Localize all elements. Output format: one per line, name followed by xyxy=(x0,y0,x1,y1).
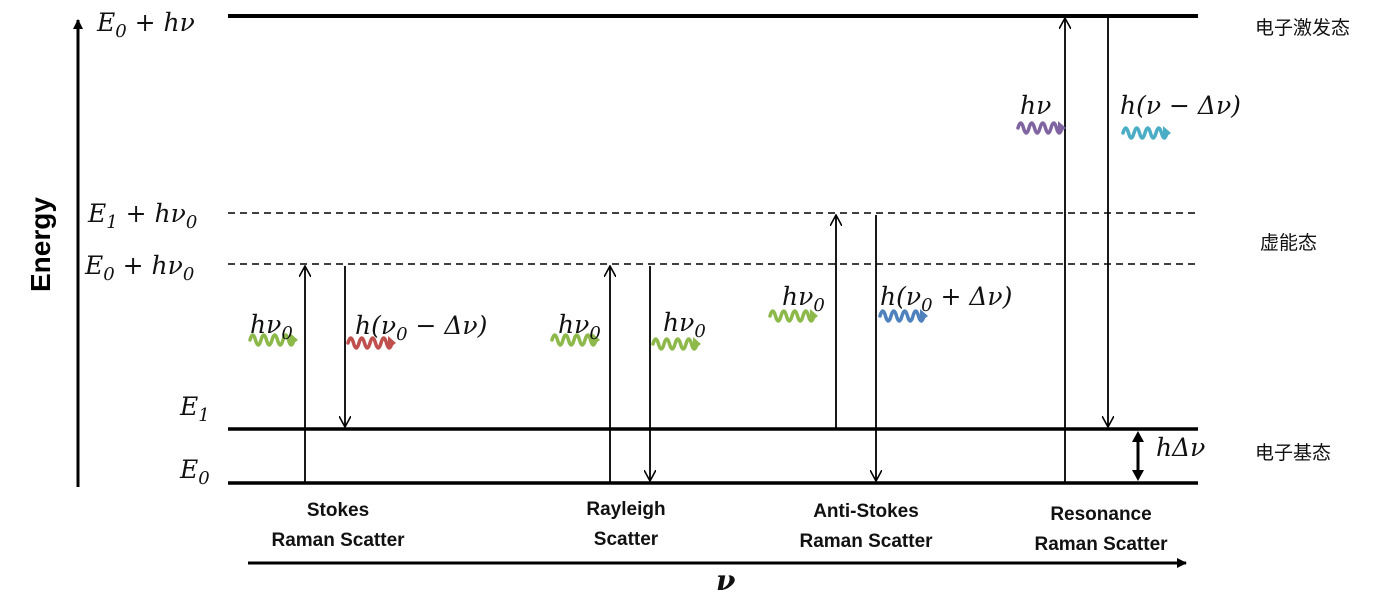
photon-arrowhead-icon xyxy=(592,333,600,346)
frequency-axis-label: ν xyxy=(716,564,735,597)
delta-nu-double-arrow xyxy=(1132,431,1144,481)
photon-arrowhead-icon xyxy=(1058,121,1066,134)
rayleigh-incident-photon-label: hν0 xyxy=(558,310,601,344)
process-label-resonance: Resonance Raman Scatter xyxy=(1034,504,1168,555)
photon-arrowhead-icon xyxy=(810,309,818,322)
process-label-stokes: Stokes Raman Scatter xyxy=(271,500,405,551)
photon-wave-icon xyxy=(651,337,699,351)
energy-axis-label: Energy xyxy=(25,197,56,292)
photon-wave-icon xyxy=(1016,121,1064,135)
photon-arrowhead-icon xyxy=(693,337,701,350)
stokes-scattered-photon-label: h(ν0 − Δν) xyxy=(355,311,487,345)
level-e1-label: E1 xyxy=(179,392,210,426)
state-excited-label: 电子激发态 xyxy=(1255,17,1350,39)
photon-arrowhead-icon xyxy=(920,309,928,322)
resonance-incident-photon-label: hν xyxy=(1020,91,1051,120)
anti-stokes-scattered-photon-label: h(ν0 + Δν) xyxy=(880,282,1012,316)
resonance-scattered-photon-label: h(ν − Δν) xyxy=(1120,91,1241,120)
state-ground-label: 电子基态 xyxy=(1255,442,1331,464)
stokes-incident-photon-label: hν0 xyxy=(250,310,293,344)
photon-arrowhead-icon xyxy=(290,333,298,346)
level-e0-label: E0 xyxy=(179,455,210,489)
level-virtual-high-label: E1 + hν0 xyxy=(87,199,197,233)
photon-wave-icon xyxy=(878,309,926,323)
delta-nu-label: hΔν xyxy=(1156,433,1205,462)
photon-wave-icon xyxy=(768,309,816,323)
process-label-anti-stokes: Anti-Stokes Raman Scatter xyxy=(799,501,933,552)
rayleigh-scattered-photon-label: hν0 xyxy=(663,308,706,342)
photon-arrowhead-icon xyxy=(1163,126,1171,139)
process-label-rayleigh: Rayleigh Scatter xyxy=(586,499,665,550)
anti-stokes-incident-photon-label: hν0 xyxy=(782,282,825,316)
photon-wave-icon xyxy=(1121,126,1169,140)
state-virtual-label: 虚能态 xyxy=(1260,232,1317,254)
photon-wave-icon xyxy=(248,333,296,347)
photon-wave-icon xyxy=(550,333,598,347)
level-excited-label: E0 + hν xyxy=(96,8,195,42)
level-virtual-low-label: E0 + hν0 xyxy=(84,251,194,285)
photon-arrowhead-icon xyxy=(388,336,396,349)
photon-wave-icon xyxy=(346,336,394,350)
